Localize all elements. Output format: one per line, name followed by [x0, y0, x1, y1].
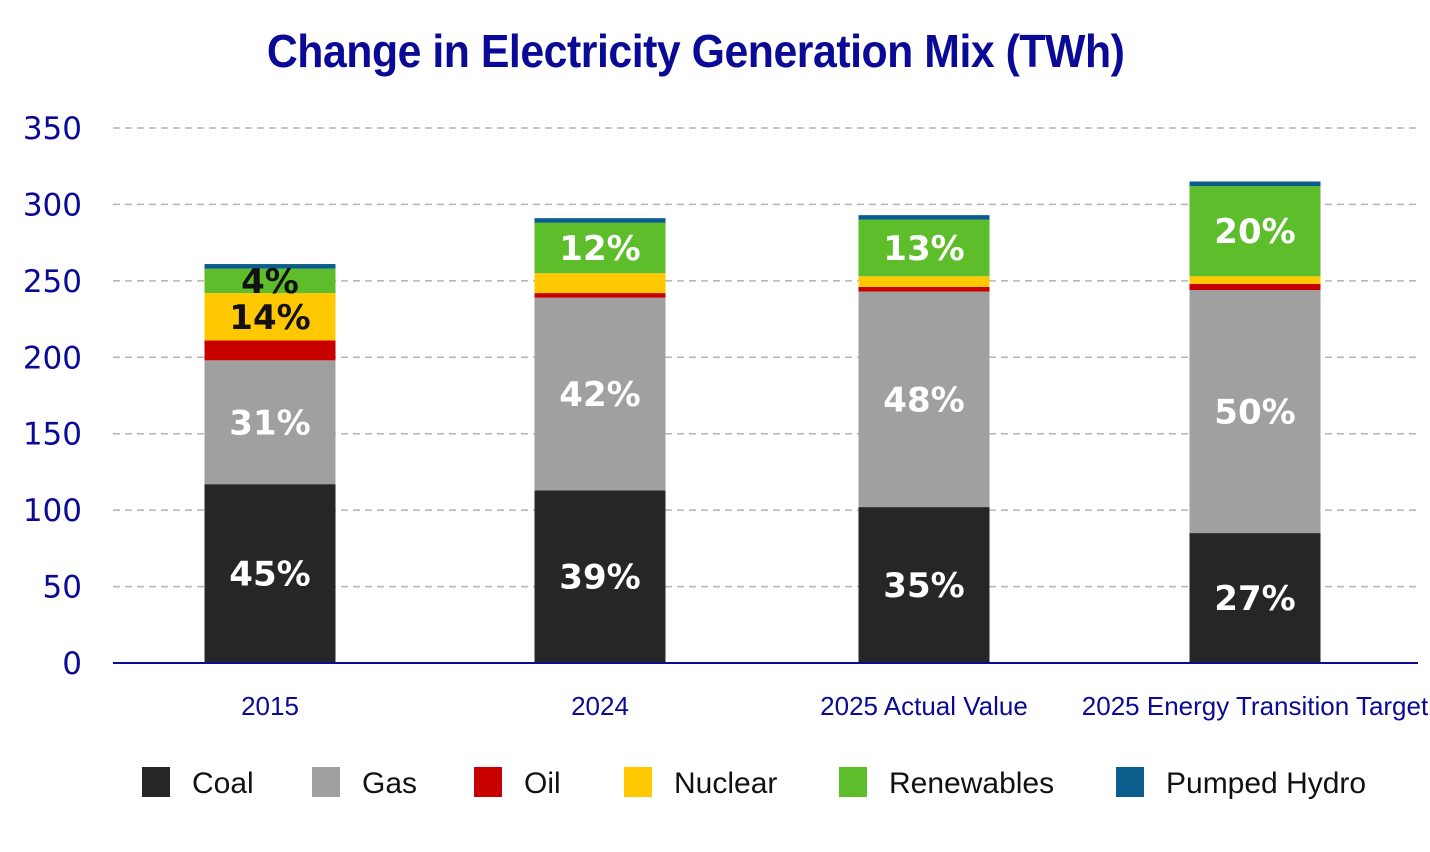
- x-axis-ticks: 2015 2024 2025 Actual Value 2025 Energy Tra…: [241, 691, 1429, 721]
- legend-label: Nuclear: [674, 767, 777, 800]
- y-tick-label: 0: [62, 646, 82, 682]
- bar-segment-nuclear: [1189, 276, 1321, 284]
- bar-segment-renewables: [534, 222, 666, 274]
- bar-segment-pumped-hydro: [858, 215, 990, 220]
- bar-segment-gas: [858, 291, 990, 508]
- bar-segment-pumped-hydro: [534, 218, 666, 223]
- x-tick-label: 2015: [241, 691, 299, 721]
- data-label: 48%: [883, 380, 964, 420]
- y-tick-label: 350: [23, 111, 82, 147]
- bar-segment-pumped-hydro: [204, 264, 336, 269]
- data-label: 39%: [559, 558, 640, 598]
- bar-segment-coal: [204, 484, 336, 663]
- bar-segment-oil: [858, 286, 990, 292]
- legend: Coal Gas Oil Nuclear Renewables Pumped Hydro: [142, 767, 1366, 800]
- legend-swatch: [839, 767, 867, 797]
- data-label: 31%: [229, 403, 310, 443]
- data-label: 50%: [1214, 393, 1295, 433]
- y-tick-label: 300: [23, 187, 82, 223]
- legend-swatch: [474, 767, 502, 797]
- legend-label: Renewables: [889, 767, 1054, 800]
- data-label: 12%: [559, 229, 640, 269]
- bar-segment-coal: [858, 507, 990, 663]
- legend-item: Renewables: [839, 767, 1054, 800]
- legend-swatch: [1116, 767, 1144, 797]
- legend-swatch: [312, 767, 340, 797]
- bar-segment-coal: [1189, 533, 1321, 663]
- bars: 45% 31% 14%4% 39% 42% 12% 35% 48% 13% 27% 50% 20%: [204, 181, 1321, 663]
- bar-stack: 35% 48% 13%: [858, 215, 990, 663]
- bar-segment-gas: [534, 297, 666, 491]
- bar-segment-gas: [1189, 290, 1321, 534]
- legend-label: Pumped Hydro: [1166, 767, 1366, 800]
- data-label: 42%: [559, 375, 640, 415]
- bar-segment-oil: [534, 293, 666, 298]
- data-label: 45%: [229, 555, 310, 595]
- bar-stack: 27% 50% 20%: [1189, 181, 1321, 663]
- data-label: 27%: [1214, 579, 1295, 619]
- data-label: 14%: [229, 298, 310, 338]
- bar-segment-coal: [534, 490, 666, 663]
- legend-label: Gas: [362, 767, 417, 800]
- legend-swatch: [624, 767, 652, 797]
- legend-item: Oil: [474, 767, 561, 800]
- legend-swatch: [142, 767, 170, 797]
- data-label: 4%: [241, 262, 299, 302]
- data-label: 20%: [1214, 212, 1295, 252]
- bar-segment-nuclear: [858, 276, 990, 287]
- y-tick-label: 150: [23, 417, 82, 453]
- y-axis-ticks: 0 50 100 150 200 250 300 350: [23, 111, 82, 682]
- bar-segment-gas: [204, 360, 336, 485]
- legend-item: Nuclear: [624, 767, 777, 800]
- x-tick-label: 2024: [571, 691, 629, 721]
- legend-item: Gas: [312, 767, 417, 800]
- y-tick-label: 250: [23, 264, 82, 300]
- legend-label: Coal: [192, 767, 254, 800]
- legend-item: Coal: [142, 767, 254, 800]
- bar-stack: 45% 31% 14%4%: [204, 262, 336, 663]
- chart-title: Change in Electricity Generation Mix (TW…: [266, 25, 1125, 77]
- bar-stack: 39% 42% 12%: [534, 218, 666, 663]
- legend-label: Oil: [524, 767, 561, 800]
- legend-item: Pumped Hydro: [1116, 767, 1366, 800]
- x-tick-label: 2025 Actual Value: [820, 691, 1028, 721]
- bar-segment-oil: [1189, 283, 1321, 291]
- data-label: 35%: [883, 566, 964, 606]
- bar-segment-pumped-hydro: [1189, 181, 1321, 187]
- bar-segment-renewables: [1189, 186, 1321, 277]
- y-tick-label: 50: [43, 570, 82, 606]
- bar-segment-renewables: [858, 219, 990, 277]
- bar-segment-nuclear: [204, 293, 336, 341]
- data-label: 13%: [883, 229, 964, 269]
- y-tick-label: 200: [23, 340, 82, 376]
- y-tick-label: 100: [23, 493, 82, 529]
- bar-segment-renewables: [204, 268, 336, 294]
- bar-segment-nuclear: [534, 273, 666, 294]
- bar-segment-oil: [204, 340, 336, 361]
- x-tick-label: 2025 Energy Transition Target: [1082, 691, 1429, 721]
